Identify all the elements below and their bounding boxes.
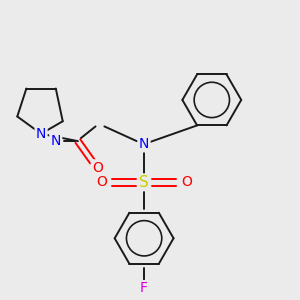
Text: O: O: [96, 175, 107, 189]
Text: N: N: [139, 137, 149, 151]
Text: N: N: [51, 134, 61, 148]
Text: N: N: [36, 127, 46, 141]
Text: O: O: [92, 160, 103, 175]
Text: F: F: [140, 281, 148, 295]
Text: S: S: [139, 175, 149, 190]
Text: O: O: [182, 175, 192, 189]
